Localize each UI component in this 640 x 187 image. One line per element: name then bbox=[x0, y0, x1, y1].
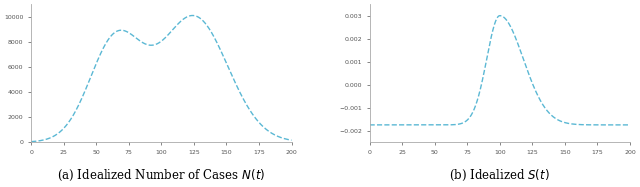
Text: (b) Idealized $S(t)$: (b) Idealized $S(t)$ bbox=[449, 168, 550, 183]
Text: (a) Idealized Number of Cases $N(t)$: (a) Idealized Number of Cases $N(t)$ bbox=[57, 168, 266, 183]
